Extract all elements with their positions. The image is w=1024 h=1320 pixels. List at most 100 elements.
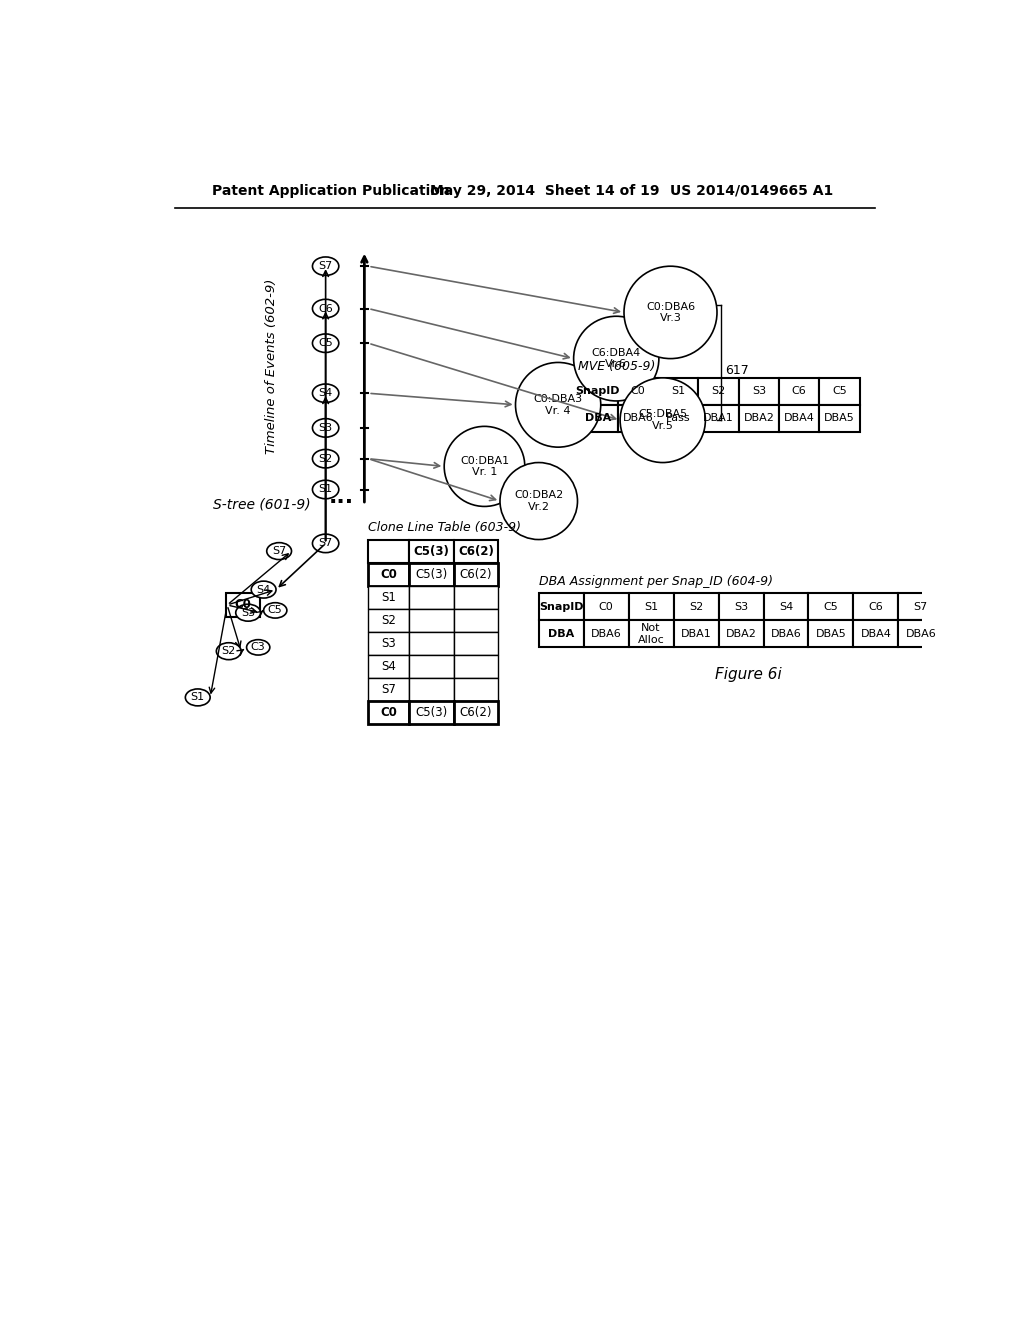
Text: Clone Line Table (603-9): Clone Line Table (603-9) [369,521,521,535]
Bar [409,609,454,632]
Text: C0:DBA1
Vr. 1: C0:DBA1 Vr. 1 [460,455,509,478]
Text: DBA: DBA [585,413,610,424]
Ellipse shape [266,543,292,560]
Bar [764,594,809,620]
Bar [369,540,409,562]
Text: S1: S1 [671,387,685,396]
Ellipse shape [312,384,339,403]
Text: C0:DBA6
Vr.3: C0:DBA6 Vr.3 [646,301,695,323]
Bar [617,378,658,405]
Bar [819,405,859,432]
Circle shape [444,426,524,507]
Bar [409,632,454,655]
Text: C5: C5 [833,387,847,396]
Bar [698,378,738,405]
Ellipse shape [236,605,260,622]
Text: C5:DBA5
Vr.5: C5:DBA5 Vr.5 [638,409,687,432]
Text: C0: C0 [380,706,397,719]
Bar [369,562,409,586]
Text: DBA: DBA [548,628,574,639]
Text: S2: S2 [381,614,396,627]
Ellipse shape [247,640,270,655]
Text: C0: C0 [631,387,645,396]
Text: DBA6: DBA6 [591,628,622,639]
Ellipse shape [312,449,339,469]
Bar [738,405,779,432]
Text: C6: C6 [318,304,333,314]
Text: S1: S1 [190,693,205,702]
Circle shape [624,267,717,359]
Bar [409,701,454,725]
Text: DBA6: DBA6 [771,628,802,639]
Text: C6:DBA4
Vr.6: C6:DBA4 Vr.6 [592,347,641,370]
Text: DBA5: DBA5 [824,413,855,424]
Text: DBA6: DBA6 [905,628,936,639]
Text: S4: S4 [381,660,396,673]
Text: US 2014/0149665 A1: US 2014/0149665 A1 [671,183,834,198]
Text: Figure 6i: Figure 6i [715,667,781,682]
Text: C5: C5 [318,338,333,348]
Text: S3: S3 [318,422,333,433]
Bar [719,620,764,647]
Text: Patent Application Publication: Patent Application Publication [212,183,450,198]
Bar [779,405,819,432]
Bar [369,586,409,609]
Bar [584,594,629,620]
Bar [674,594,719,620]
Text: S1: S1 [644,602,658,612]
Bar [409,540,454,562]
Bar [617,405,658,432]
Bar [764,620,809,647]
Text: S3: S3 [752,387,766,396]
Bar [539,594,584,620]
Text: C0: C0 [599,602,613,612]
Text: DBA1: DBA1 [703,413,734,424]
Bar [409,586,454,609]
Bar [658,405,698,432]
Text: ...: ... [329,487,353,507]
Text: S4: S4 [256,585,270,594]
Bar [578,405,617,432]
Bar [454,701,499,725]
Bar [629,620,674,647]
FancyBboxPatch shape [225,593,260,618]
Bar [409,562,454,586]
Bar [409,655,454,678]
Ellipse shape [312,418,339,437]
Bar [454,540,499,562]
Bar [853,594,898,620]
Text: S7: S7 [318,539,333,548]
Bar [409,678,454,701]
Text: S7: S7 [318,261,333,271]
Bar [454,632,499,655]
Circle shape [573,317,658,401]
Bar [454,609,499,632]
Bar [369,609,409,632]
Bar [369,632,409,655]
Text: S-tree (601-9): S-tree (601-9) [213,498,311,512]
Bar [629,594,674,620]
Bar [369,655,409,678]
Text: C6(2): C6(2) [460,706,493,719]
Text: DBA1: DBA1 [681,628,712,639]
Bar [898,594,943,620]
Text: S4: S4 [318,388,333,399]
Ellipse shape [185,689,210,706]
Text: C6: C6 [792,387,807,396]
Ellipse shape [312,480,339,499]
Bar [898,620,943,647]
Text: SnapID: SnapID [575,387,620,396]
Bar [738,378,779,405]
Text: DBA2: DBA2 [743,413,774,424]
Bar [819,378,859,405]
Bar [454,586,499,609]
Bar [454,655,499,678]
Bar [779,378,819,405]
Circle shape [500,462,578,540]
Text: S3: S3 [381,638,395,649]
Ellipse shape [216,643,241,660]
Text: Pass: Pass [666,413,690,424]
Text: MVE (605-9): MVE (605-9) [578,360,655,372]
Text: C0:DBA3
Vr. 4: C0:DBA3 Vr. 4 [534,393,583,416]
Text: S2: S2 [689,602,703,612]
